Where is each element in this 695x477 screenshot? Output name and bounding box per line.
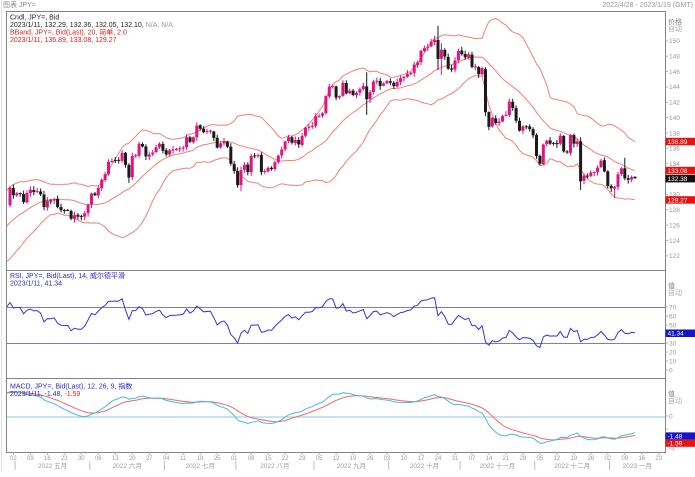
svg-text:2022 九月: 2022 九月: [337, 461, 366, 470]
svg-text:04: 04: [163, 456, 170, 462]
svg-text:值: 值: [668, 389, 675, 398]
svg-text:31: 31: [452, 456, 459, 462]
svg-text:02: 02: [604, 456, 611, 462]
svg-text:26: 26: [587, 456, 594, 462]
svg-text:01: 01: [231, 456, 238, 462]
svg-text:09: 09: [27, 456, 34, 462]
svg-text:10: 10: [401, 456, 408, 462]
svg-text:值: 值: [668, 281, 675, 290]
svg-text:17: 17: [418, 456, 425, 462]
svg-text:价格: 价格: [668, 17, 682, 26]
svg-text:41.34: 41.34: [668, 331, 685, 338]
svg-text:2022/4/28 - 2023/1/19 (GMT): 2022/4/28 - 2023/1/19 (GMT): [602, 2, 693, 9]
svg-text:BBand, JPY=, Bid(Last), 20, 简单: BBand, JPY=, Bid(Last), 20, 简单, 2.0: [10, 28, 127, 37]
svg-text:136.89: 136.89: [668, 139, 688, 146]
svg-text:2023/1/11, -1.48, -1.59: 2023/1/11, -1.48, -1.59: [10, 391, 80, 398]
svg-text:Cndl, JPY=, Bid: Cndl, JPY=, Bid: [10, 15, 59, 22]
svg-text:30: 30: [78, 456, 85, 462]
svg-text:129.27: 129.27: [668, 197, 688, 204]
svg-text:12: 12: [333, 456, 340, 462]
svg-text:20: 20: [669, 349, 677, 356]
svg-text:126: 126: [669, 222, 680, 229]
svg-text:138: 138: [669, 130, 680, 137]
svg-text:23: 23: [655, 456, 662, 462]
svg-text:2022 十二月: 2022 十二月: [554, 461, 590, 470]
svg-text:06: 06: [95, 456, 102, 462]
svg-text:26: 26: [367, 456, 374, 462]
svg-text:03: 03: [384, 456, 391, 462]
svg-text:13: 13: [112, 456, 119, 462]
svg-text:2023/1/11, 132.29, 132.36, 132: 2023/1/11, 132.29, 132.36, 132.05, 132.1…: [10, 22, 173, 29]
svg-text:2023 一月: 2023 一月: [623, 462, 652, 470]
svg-text:2022 七月: 2022 七月: [186, 461, 215, 470]
svg-text:14: 14: [486, 456, 493, 462]
svg-text:146: 146: [669, 69, 680, 76]
svg-text:自动: 自动: [668, 288, 682, 297]
svg-text:142: 142: [669, 100, 680, 107]
svg-text:自动: 自动: [668, 396, 682, 405]
svg-text:18: 18: [197, 456, 204, 462]
svg-text:图表 JPY=: 图表 JPY=: [3, 0, 36, 9]
svg-text:2023/1/11, 136.89, 133.08, 129: 2023/1/11, 136.89, 133.08, 129.27: [10, 37, 117, 44]
svg-text:08: 08: [248, 456, 255, 462]
svg-text:2022 六月: 2022 六月: [113, 461, 142, 470]
svg-text:136: 136: [669, 146, 680, 153]
svg-text:02: 02: [10, 456, 17, 462]
svg-text:16: 16: [44, 456, 51, 462]
svg-text:-1.59: -1.59: [668, 441, 683, 448]
svg-text:07: 07: [469, 456, 476, 462]
svg-text:29: 29: [299, 456, 306, 462]
svg-text:09: 09: [621, 456, 628, 462]
svg-text:132.38: 132.38: [668, 176, 688, 183]
svg-text:122: 122: [669, 253, 680, 260]
svg-text:128: 128: [669, 207, 680, 214]
svg-text:2022 八月: 2022 八月: [260, 462, 289, 470]
svg-text:140: 140: [669, 115, 680, 122]
svg-text:19: 19: [571, 456, 578, 462]
svg-text:25: 25: [214, 456, 221, 462]
svg-text:21: 21: [503, 456, 510, 462]
svg-text:0: 0: [669, 367, 673, 374]
svg-text:-1.48: -1.48: [668, 433, 683, 440]
svg-text:24: 24: [435, 456, 442, 462]
svg-text:144: 144: [669, 84, 680, 91]
svg-text:124: 124: [669, 238, 680, 245]
svg-text:11: 11: [180, 456, 187, 462]
svg-text:0: 0: [669, 413, 673, 420]
svg-text:27: 27: [146, 456, 153, 462]
svg-text:2022 十一月: 2022 十一月: [480, 461, 516, 470]
svg-text:19: 19: [350, 456, 357, 462]
svg-text:RSI, JPY=, Bid(Last), 14, 威尔德平: RSI, JPY=, Bid(Last), 14, 威尔德平滑: [10, 271, 125, 280]
svg-text:2023/1/11, 41.34: 2023/1/11, 41.34: [10, 281, 62, 288]
svg-text:22: 22: [282, 456, 289, 462]
svg-text:16: 16: [638, 456, 645, 462]
svg-text:2022 十月: 2022 十月: [410, 461, 439, 470]
svg-text:MACD, JPY=, Bid(Last), 12, 26,: MACD, JPY=, Bid(Last), 12, 26, 9, 指数: [10, 382, 132, 391]
svg-text:20: 20: [129, 456, 136, 462]
svg-text:50: 50: [669, 322, 677, 329]
svg-text:2022 五月: 2022 五月: [38, 462, 67, 470]
svg-text:12: 12: [554, 456, 561, 462]
svg-text:150: 150: [669, 38, 680, 45]
svg-text:05: 05: [316, 456, 323, 462]
svg-text:自动: 自动: [668, 24, 682, 33]
svg-text:05: 05: [537, 456, 544, 462]
svg-text:148: 148: [669, 54, 680, 61]
svg-text:15: 15: [265, 456, 272, 462]
svg-text:28: 28: [520, 456, 527, 462]
svg-text:30: 30: [669, 340, 677, 347]
svg-text:10: 10: [669, 358, 677, 365]
svg-text:23: 23: [61, 456, 68, 462]
svg-text:70: 70: [669, 304, 677, 311]
svg-text:133.08: 133.08: [668, 168, 688, 175]
svg-text:60: 60: [669, 313, 677, 320]
